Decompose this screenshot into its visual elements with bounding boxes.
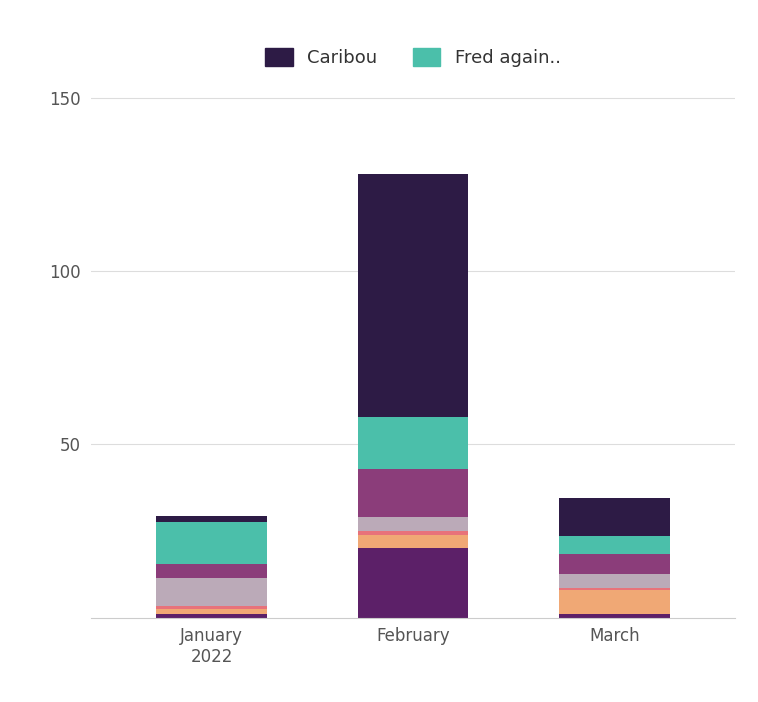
Legend: Caribou, Fred again..: Caribou, Fred again.. (256, 39, 570, 77)
Bar (156, 606, 267, 609)
Bar (559, 588, 670, 590)
Bar (156, 564, 267, 578)
Bar (358, 417, 468, 469)
Bar (559, 536, 670, 554)
Bar (156, 515, 267, 522)
Bar (358, 469, 468, 517)
Bar (358, 531, 468, 535)
Bar (156, 609, 267, 614)
Bar (156, 578, 267, 606)
Bar (156, 522, 267, 564)
Bar (358, 535, 468, 548)
Bar (358, 517, 468, 531)
Bar (358, 548, 468, 618)
Bar (559, 498, 670, 536)
Bar (559, 554, 670, 574)
Bar (156, 614, 267, 618)
Bar (559, 574, 670, 588)
Bar (358, 174, 468, 417)
Bar (559, 590, 670, 614)
Bar (559, 614, 670, 618)
